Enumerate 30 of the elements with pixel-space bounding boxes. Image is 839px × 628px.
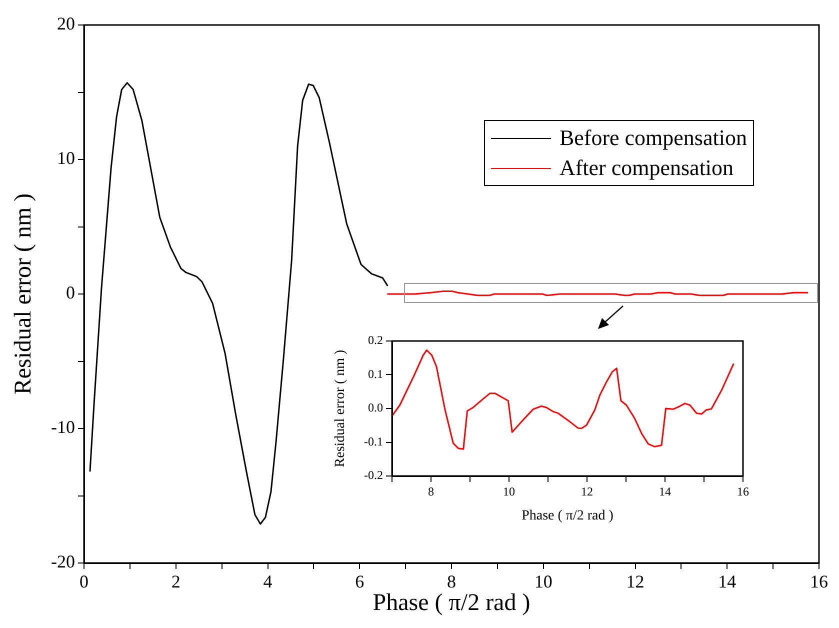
x-tick-label: 4 bbox=[263, 572, 272, 592]
x-tick-label: 0 bbox=[80, 572, 88, 592]
y-tick-label: -0.2 bbox=[364, 468, 383, 482]
y-axis-title: Residual error ( nm ) bbox=[10, 193, 37, 395]
legend-label: Before compensation bbox=[559, 124, 747, 152]
y-tick-label: -20 bbox=[51, 552, 75, 572]
x-tick-label: 8 bbox=[428, 484, 434, 498]
x-tick-label: 14 bbox=[718, 572, 736, 592]
y-axis-title: Residual error ( nm ) bbox=[333, 349, 348, 468]
x-tick-label: 8 bbox=[447, 572, 456, 592]
legend-label: After compensation bbox=[559, 154, 734, 182]
x-axis-title: Phase ( π/2 rad ) bbox=[522, 508, 614, 524]
y-tick-label: 10 bbox=[57, 148, 75, 168]
y-tick-label: 0.2 bbox=[368, 333, 383, 348]
y-tick-label: -0.1 bbox=[364, 434, 383, 448]
y-tick-label: 0.0 bbox=[368, 400, 383, 415]
y-tick-label: -10 bbox=[51, 417, 75, 438]
x-tick-label: 10 bbox=[503, 484, 515, 498]
x-axis-title: Phase ( π/2 rad ) bbox=[372, 590, 530, 616]
x-tick-label: 10 bbox=[534, 572, 552, 592]
y-tick-label: 20 bbox=[57, 14, 75, 34]
x-tick-label: 2 bbox=[171, 572, 180, 592]
x-tick-label: 6 bbox=[355, 572, 364, 592]
x-tick-label: 16 bbox=[810, 572, 828, 592]
y-tick-label: 0 bbox=[66, 282, 75, 303]
y-tick-label: 0.1 bbox=[368, 366, 383, 381]
x-tick-label: 14 bbox=[659, 484, 671, 498]
x-tick-label: 12 bbox=[626, 572, 644, 592]
x-tick-label: 16 bbox=[737, 484, 749, 498]
x-tick-label: 12 bbox=[581, 484, 593, 498]
